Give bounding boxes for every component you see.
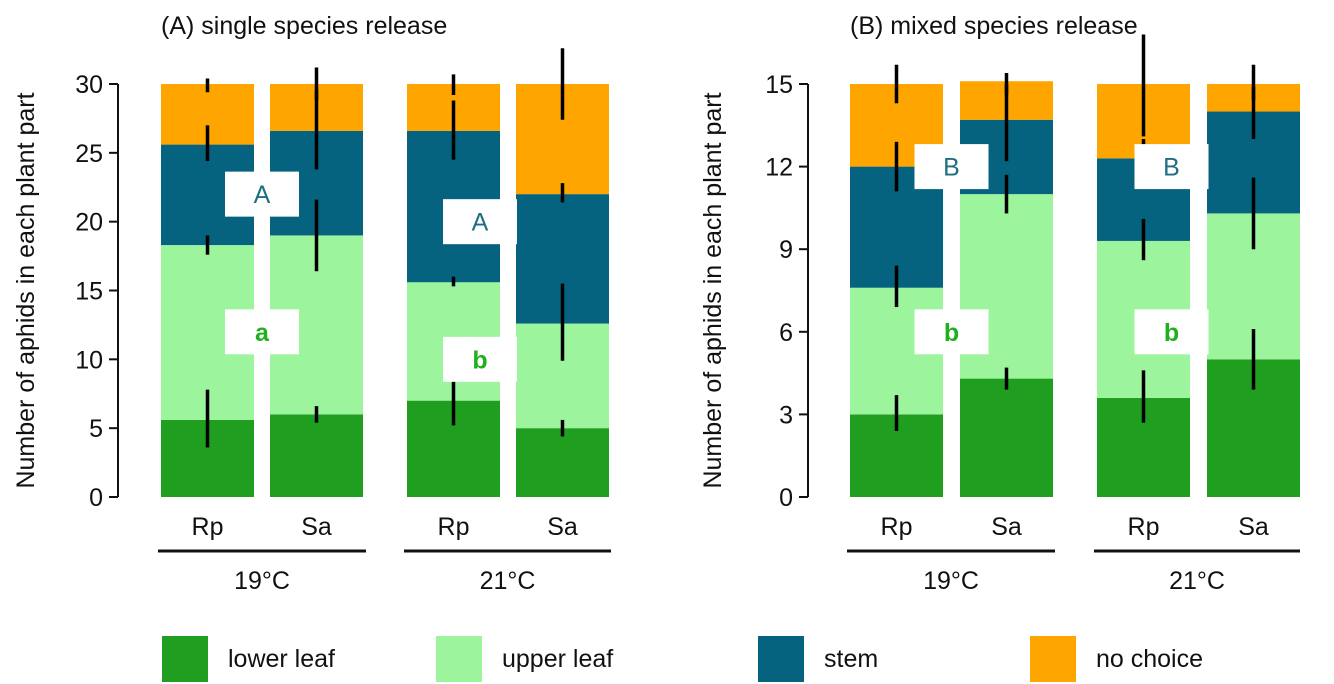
legend-swatch-lower-leaf <box>162 636 208 682</box>
y-tick-label: 12 <box>765 154 793 182</box>
group-label: 19°C <box>923 567 979 595</box>
significance-letter: A <box>254 181 271 209</box>
letter-box <box>1134 144 1209 190</box>
x-tick-label: Rp <box>1128 513 1160 541</box>
legend-label-lower-leaf: lower leaf <box>228 644 335 673</box>
panel-b: (B) mixed species release Number of aphid… <box>699 12 1300 595</box>
legend: lower leaf upper leaf stem no choice <box>0 634 1334 684</box>
y-axis-label: Number of aphids in each plant part <box>699 92 727 488</box>
legend-swatch-no-choice <box>1030 636 1076 682</box>
significance-letter: A <box>472 209 489 237</box>
y-tick-label: 0 <box>779 484 793 512</box>
panel-title: (B) mixed species release <box>850 12 1138 40</box>
significance-letter: b <box>1164 319 1179 347</box>
legend-swatch-upper-leaf <box>436 636 482 682</box>
y-tick-label: 6 <box>779 319 793 347</box>
group-label: 21°C <box>480 567 536 595</box>
panel-a: (A) single species release Number of aphi… <box>12 12 611 595</box>
bar-segment-lower-leaf <box>516 428 609 497</box>
x-tick-label: Sa <box>991 513 1022 541</box>
significance-letter: B <box>1163 154 1180 182</box>
legend-item-stem: stem <box>758 634 878 684</box>
y-tick-label: 0 <box>89 484 103 512</box>
significance-letter: b <box>944 319 959 347</box>
letter-box <box>1134 309 1209 355</box>
x-tick-label: Rp <box>192 513 224 541</box>
group-label: 19°C <box>234 567 290 595</box>
legend-item-lower-leaf: lower leaf <box>162 634 335 684</box>
y-tick-label: 10 <box>75 346 103 374</box>
letter-box <box>914 309 989 355</box>
letter-box <box>914 144 989 190</box>
x-tick-label: Sa <box>1238 513 1269 541</box>
y-tick-label: 25 <box>75 140 103 168</box>
legend-item-no-choice: no choice <box>1030 634 1203 684</box>
bar-segment-lower-leaf <box>960 378 1053 497</box>
letter-box <box>225 309 299 355</box>
y-tick-label: 20 <box>75 209 103 237</box>
y-tick-label: 15 <box>765 71 793 99</box>
y-tick-label: 5 <box>89 415 103 443</box>
x-tick-label: Sa <box>301 513 332 541</box>
y-axis-label: Number of aphids in each plant part <box>12 92 40 488</box>
letter-box <box>225 171 299 217</box>
legend-swatch-stem <box>758 636 804 682</box>
panel-title: (A) single species release <box>161 12 447 40</box>
y-tick-label: 3 <box>779 401 793 429</box>
x-tick-label: Rp <box>438 513 470 541</box>
group-label: 21°C <box>1169 567 1225 595</box>
x-tick-label: Sa <box>547 513 578 541</box>
y-tick-label: 9 <box>779 236 793 264</box>
significance-letter: b <box>472 346 487 374</box>
letter-box <box>443 336 517 382</box>
x-tick-label: Rp <box>881 513 913 541</box>
legend-label-upper-leaf: upper leaf <box>502 644 614 673</box>
bar-segment-lower-leaf <box>270 414 363 497</box>
y-tick-label: 15 <box>75 278 103 306</box>
letter-box <box>443 199 517 245</box>
legend-label-no-choice: no choice <box>1096 644 1204 673</box>
y-tick-label: 30 <box>75 71 103 99</box>
legend-item-upper-leaf: upper leaf <box>436 634 613 684</box>
legend-label-stem: stem <box>824 644 879 673</box>
figure: (A) single species release Number of aphi… <box>12 12 1300 595</box>
significance-letter: a <box>255 319 270 347</box>
significance-letter: B <box>943 154 960 182</box>
